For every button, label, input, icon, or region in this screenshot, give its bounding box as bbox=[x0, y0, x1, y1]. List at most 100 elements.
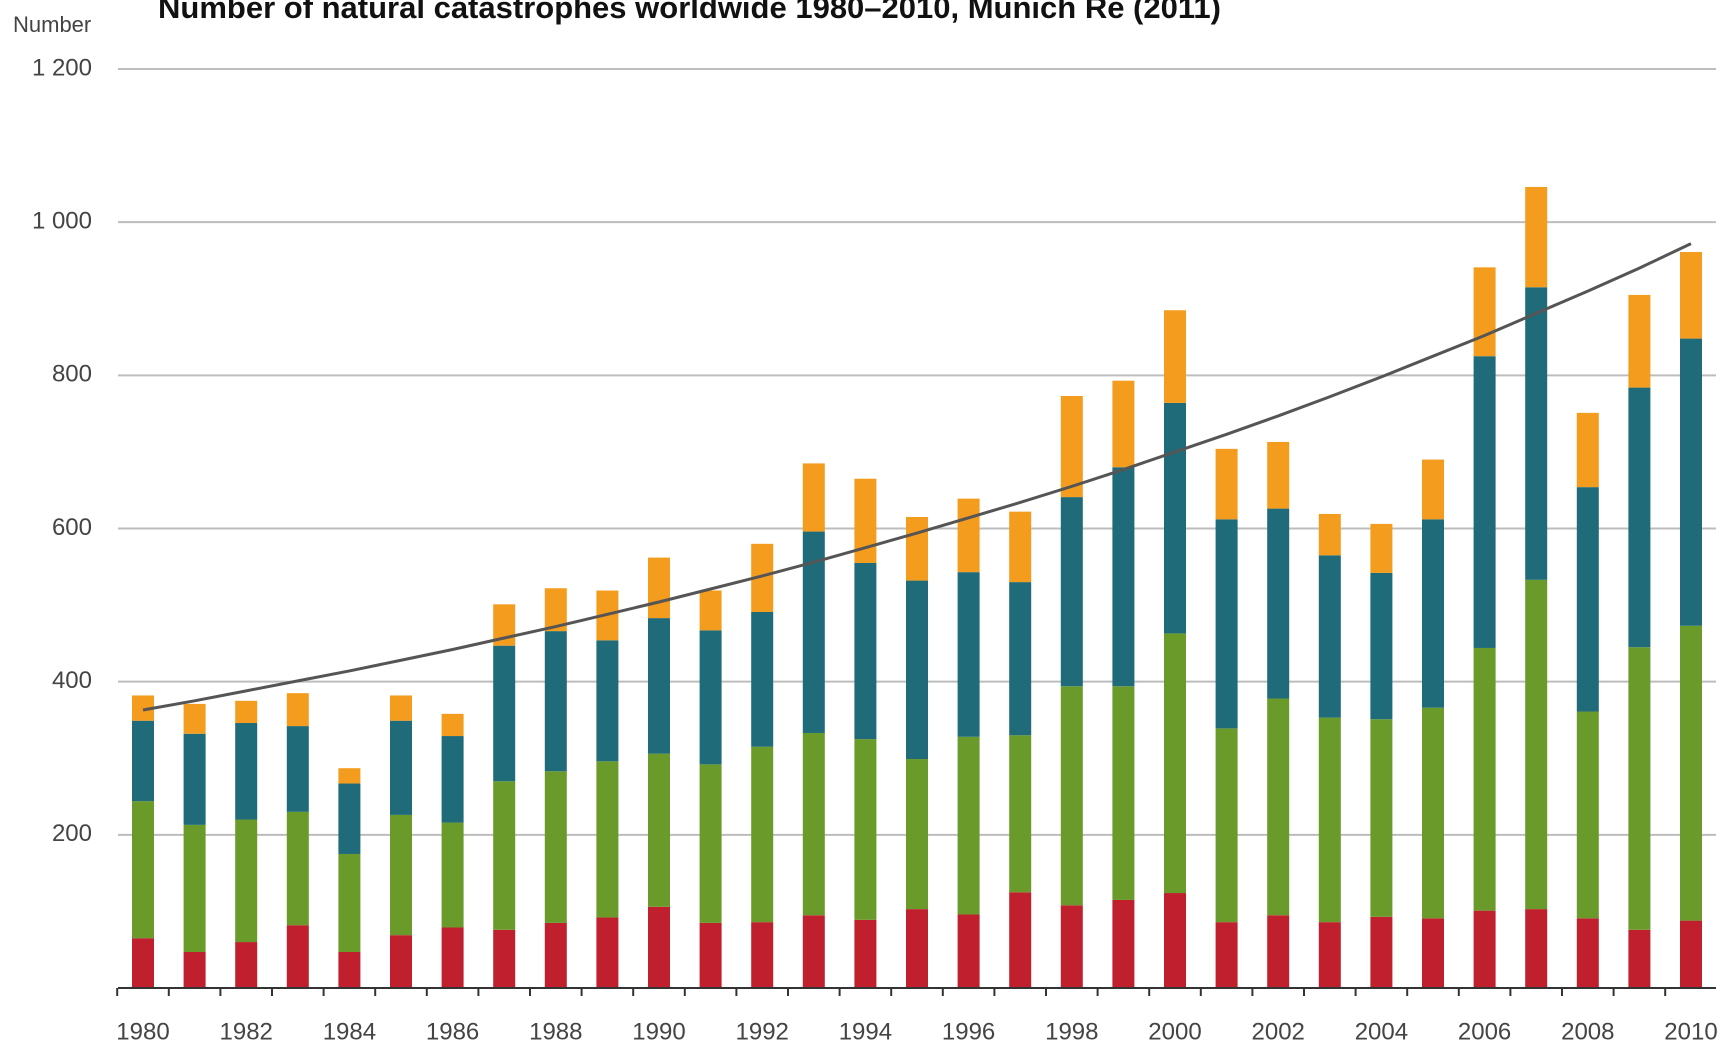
bar-segment bbox=[1164, 633, 1186, 894]
x-tick-label: 1982 bbox=[220, 1018, 273, 1045]
bar-segment bbox=[1215, 519, 1238, 729]
x-tick-label: 1980 bbox=[116, 1018, 169, 1045]
bar-segment bbox=[1009, 735, 1032, 893]
bar-segment bbox=[132, 801, 154, 939]
bar-segment bbox=[596, 761, 619, 918]
y-tick-label: 400 bbox=[52, 667, 92, 694]
bar-segment bbox=[132, 720, 154, 802]
bar-segment bbox=[854, 919, 877, 988]
bar-segment bbox=[493, 781, 516, 930]
bar-segment bbox=[751, 543, 774, 612]
bar-segment bbox=[854, 478, 877, 563]
bar-segment bbox=[183, 824, 206, 953]
bar-segment bbox=[183, 733, 206, 825]
bar-segment bbox=[1318, 555, 1341, 718]
bar-segment bbox=[1680, 252, 1702, 339]
bar-segment bbox=[1628, 294, 1651, 388]
bar-segment bbox=[1009, 892, 1032, 988]
bar-segment bbox=[648, 753, 670, 907]
bar-segment bbox=[802, 732, 825, 916]
bar-segment bbox=[596, 640, 619, 762]
bar-segment bbox=[338, 783, 361, 854]
x-tick-label: 1988 bbox=[529, 1018, 582, 1045]
bar-segment bbox=[132, 938, 154, 988]
bar-segment bbox=[441, 736, 464, 823]
bar-segment bbox=[441, 927, 464, 988]
bar-segment bbox=[1422, 459, 1444, 520]
y-tick-label: 1 200 bbox=[32, 54, 92, 81]
bar-segment bbox=[1215, 728, 1238, 923]
bar-segment bbox=[1060, 497, 1083, 687]
bar-segment bbox=[906, 580, 928, 760]
bar-segment bbox=[286, 925, 309, 988]
x-tick-label: 1990 bbox=[632, 1018, 685, 1045]
bar-segment bbox=[1060, 396, 1083, 498]
bar-segment bbox=[1576, 487, 1599, 712]
bar-segment bbox=[544, 771, 567, 923]
bar-segment bbox=[957, 498, 980, 573]
bar-segment bbox=[390, 720, 412, 815]
bar-segment bbox=[1267, 915, 1290, 988]
bar-segment bbox=[390, 814, 412, 936]
bar-segment bbox=[1112, 899, 1135, 988]
bar-segment bbox=[1318, 513, 1341, 556]
bar-segment bbox=[699, 590, 722, 631]
bar-segment bbox=[1060, 686, 1083, 906]
bar-segment bbox=[1112, 686, 1135, 900]
bar-segment bbox=[648, 906, 670, 988]
bar-segment bbox=[1473, 647, 1496, 911]
x-tick-label: 2006 bbox=[1458, 1018, 1511, 1045]
bar-segment bbox=[1318, 922, 1341, 988]
bar-segment bbox=[1628, 387, 1651, 648]
bar-segment bbox=[1267, 441, 1290, 509]
bar-segment bbox=[1060, 905, 1083, 988]
bar-segment bbox=[1112, 380, 1135, 468]
bar-segment bbox=[132, 695, 154, 721]
bar-segment bbox=[1525, 186, 1548, 288]
bar-segment bbox=[906, 909, 928, 988]
bar-segment bbox=[544, 588, 567, 632]
bar-segment bbox=[286, 693, 309, 727]
bar-segment bbox=[1112, 467, 1135, 687]
bar-segment bbox=[1473, 910, 1496, 988]
bar-segment bbox=[802, 915, 825, 988]
bar-segment bbox=[338, 768, 361, 784]
bar-segment bbox=[441, 713, 464, 737]
bar-segment bbox=[1370, 523, 1393, 573]
x-tick-label: 2000 bbox=[1148, 1018, 1201, 1045]
bar-segment bbox=[1576, 412, 1599, 488]
x-tick-label: 2008 bbox=[1561, 1018, 1614, 1045]
bar-segment bbox=[1473, 267, 1496, 357]
bar-segment bbox=[1473, 356, 1496, 648]
bar-segment bbox=[1525, 287, 1548, 580]
bar-segment bbox=[699, 630, 722, 765]
y-tick-label: 200 bbox=[52, 820, 92, 847]
bar-segment bbox=[235, 723, 258, 820]
bar-segment bbox=[906, 759, 928, 910]
bar-segment bbox=[1422, 918, 1444, 988]
bar-segment bbox=[1680, 338, 1702, 626]
bar-segment bbox=[183, 952, 206, 988]
bar-segment bbox=[1009, 511, 1032, 583]
bar-segment bbox=[1576, 711, 1599, 919]
bar-segment bbox=[957, 914, 980, 988]
x-tick-label: 1994 bbox=[839, 1018, 892, 1045]
bar-segment bbox=[957, 736, 980, 915]
bar-segment bbox=[1422, 707, 1444, 919]
bar-segment bbox=[1680, 920, 1702, 988]
bar-segment bbox=[906, 517, 928, 581]
bar-segment bbox=[338, 952, 361, 988]
bar-segment bbox=[1576, 918, 1599, 988]
bar-segment bbox=[390, 935, 412, 988]
bar-segment bbox=[1215, 922, 1238, 988]
bar-segment bbox=[802, 531, 825, 733]
bar-segment bbox=[854, 562, 877, 740]
bar-segment bbox=[1628, 929, 1651, 988]
x-tick-label: 1992 bbox=[736, 1018, 789, 1045]
bar-segment bbox=[1164, 893, 1186, 988]
bar-segment bbox=[1164, 310, 1186, 403]
bar-segment bbox=[802, 463, 825, 532]
bar-segment bbox=[648, 618, 670, 754]
x-tick-label: 1984 bbox=[323, 1018, 376, 1045]
